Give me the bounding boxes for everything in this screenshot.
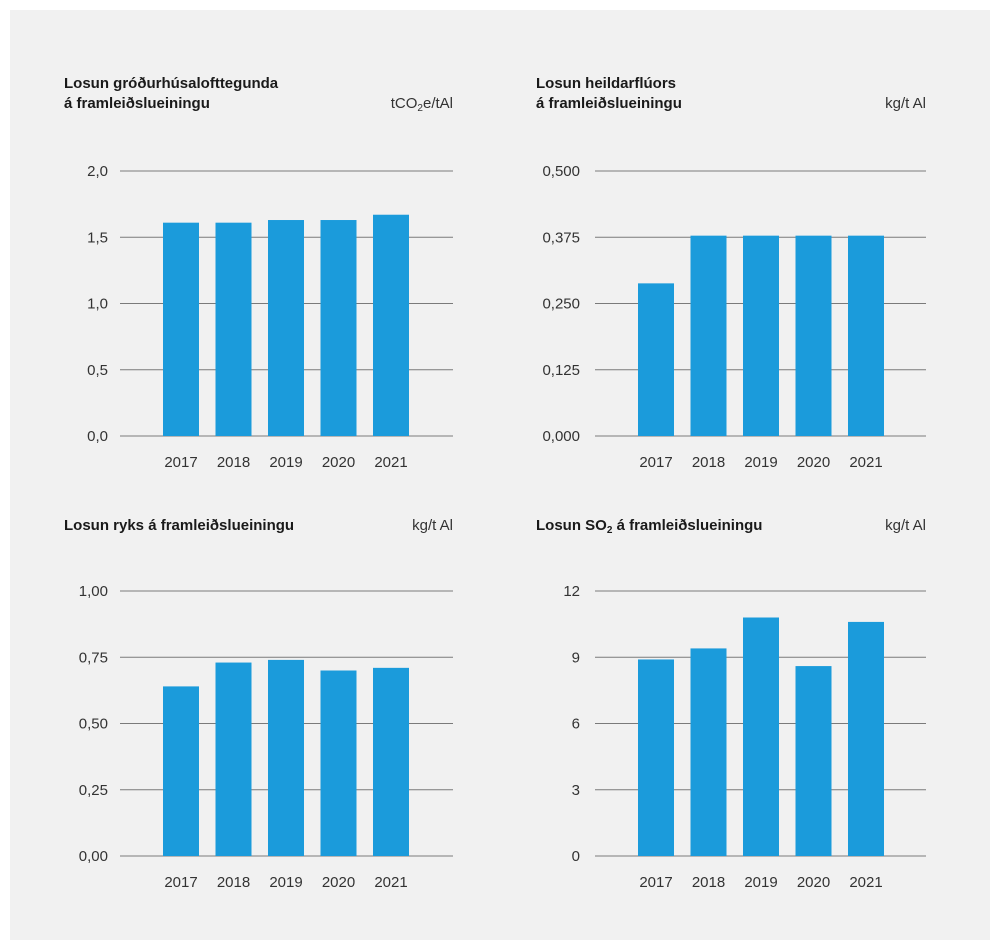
y-tick-label: 0,75 <box>79 649 108 666</box>
bar <box>215 662 252 856</box>
x-tick-label: 2019 <box>269 454 302 471</box>
chart-title: Losun gróðurhúsalofttegunda á framleiðsl… <box>64 74 278 114</box>
x-tick-label: 2018 <box>217 874 250 891</box>
y-tick-label: 0,250 <box>542 296 580 313</box>
x-tick-label: 2017 <box>639 874 672 891</box>
x-tick-label: 2020 <box>797 874 830 891</box>
chart-title-line: Losun ryks á framleiðslueiningu <box>64 517 295 534</box>
x-tick-label: 2021 <box>849 454 882 471</box>
y-tick-label: 3 <box>572 782 580 799</box>
x-tick-label: 2019 <box>744 874 777 891</box>
bar <box>638 283 674 436</box>
x-tick-label: 2021 <box>374 874 407 891</box>
title-text: Losun SO <box>536 517 607 534</box>
bar <box>848 621 884 856</box>
x-tick-label: 2017 <box>164 454 197 471</box>
unit-text: kg/t Al <box>885 95 926 112</box>
x-tick-label: 2017 <box>164 874 197 891</box>
chart-title: Losun ryks á framleiðslueiningu <box>64 516 294 536</box>
chart-title: Losun SO2 á framleiðslueiningu <box>536 516 762 541</box>
bar <box>743 617 779 856</box>
unit-text: tCO <box>390 95 418 112</box>
x-tick-label: 2019 <box>744 454 777 471</box>
unit-text: kg/t Al <box>885 517 926 534</box>
bar-chart-svg: 0,0 0,5 1,0 1,5 2,0 2017 2018 2019 2020 2021 <box>87 163 453 471</box>
bar <box>795 666 832 856</box>
y-tick-label: 1,5 <box>87 229 108 246</box>
bar <box>268 220 304 436</box>
chart-title-line: Losun gróðurhúsalofttegunda <box>64 75 279 92</box>
x-tick-label: 2020 <box>797 454 830 471</box>
unit-subscript: 2 <box>417 103 423 114</box>
x-tick-label: 2020 <box>322 874 355 891</box>
bar <box>215 222 252 436</box>
y-tick-label: 0,50 <box>79 716 108 733</box>
bar-chart-svg: 0,000 0,125 0,250 0,375 0,500 2017 2018 2019 202… <box>542 163 926 471</box>
bar <box>320 220 357 436</box>
unit-text: kg/t Al <box>412 517 453 534</box>
y-tick-label: 1,00 <box>79 583 108 600</box>
y-tick-label: 0 <box>572 848 580 865</box>
chart-title-line: á framleiðslueiningu <box>536 95 682 112</box>
bar <box>638 659 674 856</box>
x-tick-label: 2020 <box>322 454 355 471</box>
x-tick-label: 2018 <box>217 454 250 471</box>
y-tick-label: 1,0 <box>87 296 108 313</box>
bar <box>848 235 884 436</box>
y-tick-label: 0,25 <box>79 782 108 799</box>
chart-grid-background: Losun gróðurhúsalofttegunda á framleiðsl… <box>10 10 990 940</box>
x-tick-label: 2018 <box>692 454 725 471</box>
bar <box>163 222 199 436</box>
bar <box>795 235 832 436</box>
chart-unit: kg/t Al <box>885 94 926 114</box>
chart-unit: kg/t Al <box>412 516 453 536</box>
chart-title-line: Losun heildarflúors <box>536 75 677 92</box>
bar-chart-svg: 0 3 6 9 12 2017 2018 2019 2020 2021 <box>563 583 926 891</box>
x-tick-label: 2019 <box>269 874 302 891</box>
x-tick-label: 2021 <box>849 874 882 891</box>
y-tick-label: 0,000 <box>542 428 580 445</box>
chart-unit: kg/t Al <box>885 516 926 536</box>
bar <box>268 659 304 856</box>
y-tick-label: 2,0 <box>87 163 108 180</box>
bar-chart-svg: 0,00 0,25 0,50 0,75 1,00 2017 2018 2019 2020 2021 <box>79 583 453 891</box>
y-tick-label: 0,125 <box>542 362 580 379</box>
y-tick-label: 9 <box>572 649 580 666</box>
bar <box>373 214 409 436</box>
title-text: á framleiðslueiningu <box>612 517 763 534</box>
y-tick-label: 0,375 <box>542 229 580 246</box>
chart-title-line: á framleiðslueiningu <box>64 95 210 112</box>
chart-panel-dust: Losun ryks á framleiðslueiningu kg/t Al … <box>64 516 453 916</box>
chart-panel-so2: Losun SO2 á framleiðslueiningu kg/t Al 0… <box>536 516 926 916</box>
x-tick-label: 2018 <box>692 874 725 891</box>
bar <box>373 667 409 856</box>
chart-panel-fluoride: Losun heildarflúors á framleiðslueiningu… <box>536 74 926 474</box>
y-tick-label: 0,500 <box>542 163 580 180</box>
bar <box>163 686 199 856</box>
bar <box>320 670 357 856</box>
y-tick-label: 6 <box>572 716 580 733</box>
y-tick-label: 0,00 <box>79 848 108 865</box>
y-tick-label: 0,5 <box>87 362 108 379</box>
title-subscript: 2 <box>606 525 613 536</box>
y-tick-label: 12 <box>563 583 580 600</box>
bar <box>690 648 727 856</box>
y-tick-label: 0,0 <box>87 428 108 445</box>
chart-unit: tCO2e/tAl <box>391 94 453 119</box>
bar <box>690 235 727 436</box>
x-tick-label: 2017 <box>639 454 672 471</box>
chart-panel-ghg: Losun gróðurhúsalofttegunda á framleiðsl… <box>64 74 453 474</box>
bar <box>743 235 779 436</box>
unit-text: e/tAl <box>422 95 453 112</box>
chart-title: Losun heildarflúors á framleiðslueiningu <box>536 74 682 114</box>
x-tick-label: 2021 <box>374 454 407 471</box>
